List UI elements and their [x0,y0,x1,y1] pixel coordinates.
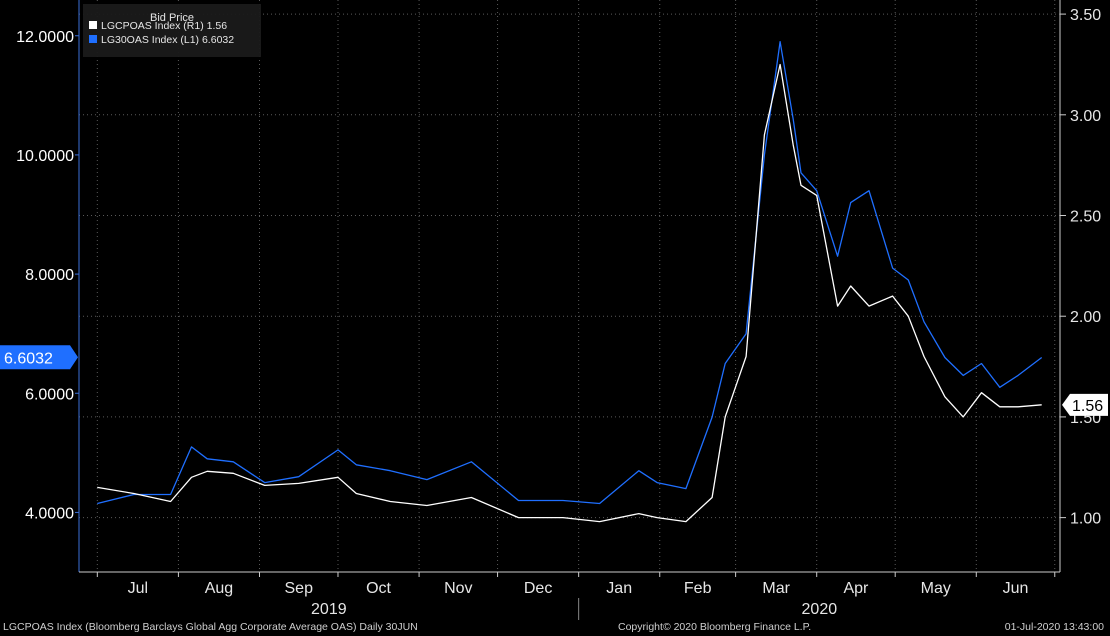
left-tick-label: 6.0000 [25,386,74,403]
legend-entry: LGCPOAS Index (R1) 1.56 [101,20,227,32]
footer-source: LGCPOAS Index (Bloomberg Barclays Global… [3,621,418,633]
x-tick-label: May [921,580,951,597]
footer-timestamp: 01-Jul-2020 13:43:00 [1004,621,1104,633]
right-tick-label: 3.00 [1070,108,1101,125]
left-tick-label: 8.0000 [25,267,74,284]
left-tick-label: 12.0000 [16,29,74,46]
left-tick-label: 10.0000 [16,148,74,165]
x-tick-label: Dec [524,580,552,597]
year-label: 2019 [311,601,347,618]
series-lines [97,41,1043,523]
left-last-value-label: 6.6032 [4,350,53,367]
x-axis-labels: Jul Aug Sep Oct Nov Dec Jan Feb Mar Apr May Jun 2019… [128,580,1029,618]
x-tick-label: Jul [128,580,148,597]
x-tick-label: Aug [205,580,233,597]
right-tick-label: 1.00 [1070,511,1101,528]
legend-title: Bid Price [150,12,194,24]
line-chart: Jul Aug Sep Oct Nov Dec Jan Feb Mar Apr May Jun 2019… [0,0,1108,620]
right-tick-label: 2.50 [1070,209,1101,226]
x-tick-label: Jun [1003,580,1029,597]
left-axis-labels: 4.0000 6.0000 8.0000 10.0000 12.0000 [16,29,79,522]
x-tick-label: Sep [285,580,314,597]
year-label: 2020 [802,601,838,618]
legend-swatch [89,35,97,43]
left-last-value-tag [0,345,78,370]
right-axis-labels: 1.001.502.002.503.003.50 [1060,7,1101,528]
axes [78,0,1061,620]
left-tick-label: 4.0000 [25,505,74,522]
series-line-lg30oas-index [97,41,1043,505]
x-tick-label: Nov [444,580,472,597]
footer-copyright: Copyright© 2020 Bloomberg Finance L.P. [618,621,812,633]
right-last-value-label: 1.56 [1072,398,1103,415]
x-tick-label: Feb [684,580,712,597]
series-line-lgcpoas-index [97,63,1042,523]
x-tick-label: Apr [843,580,869,597]
right-tick-label: 2.00 [1070,309,1101,326]
legend-swatch [89,21,97,29]
legend-box [83,4,261,57]
grid-lines [79,0,1060,572]
last-value-tags: 6.6032 1.56 [0,345,1108,416]
right-last-value-tag [1062,393,1108,416]
legend-entry: LG30OAS Index (L1) 6.6032 [101,34,234,46]
x-tick-label: Jan [606,580,632,597]
x-tick-label: Mar [762,580,790,597]
x-tick-label: Oct [366,580,391,597]
right-tick-label: 3.50 [1070,7,1101,24]
